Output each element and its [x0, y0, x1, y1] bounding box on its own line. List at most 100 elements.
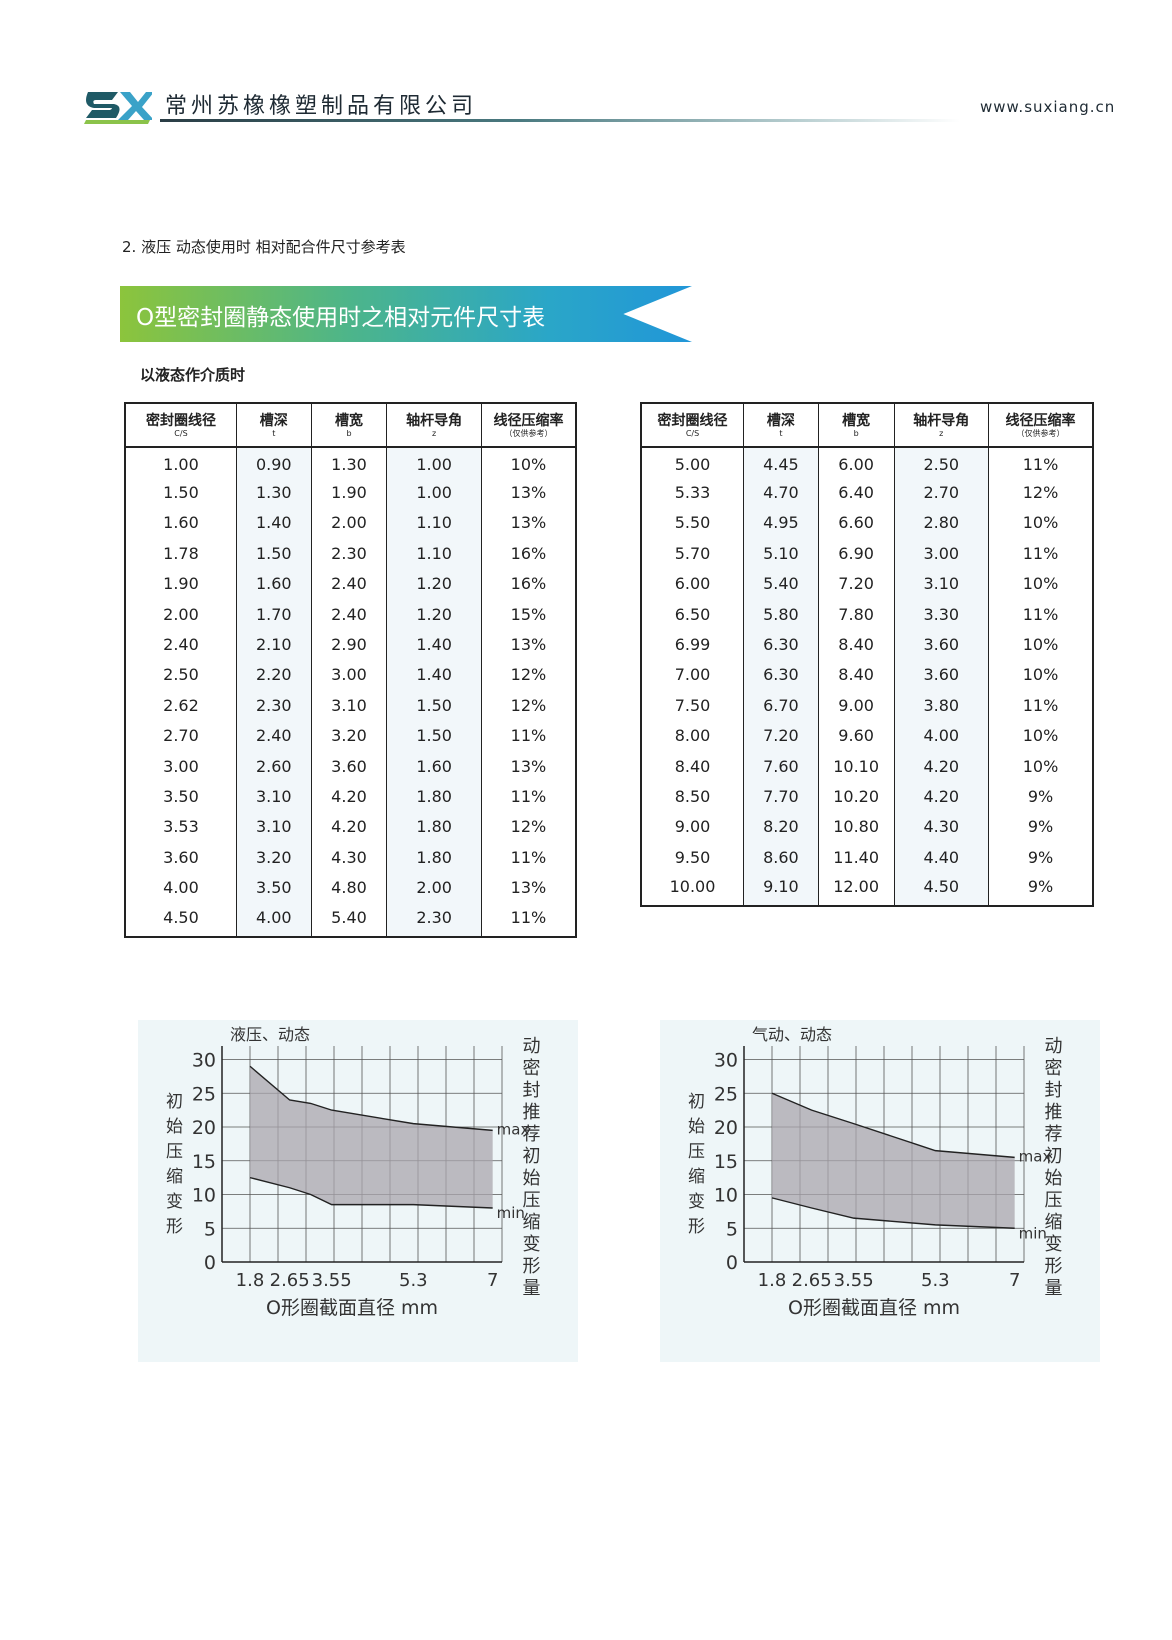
table-cell: 7.70	[743, 781, 819, 812]
y-tick-label: 25	[192, 1083, 216, 1105]
table-cell: 7.00	[640, 659, 745, 691]
website-url[interactable]: www.suxiang.cn	[980, 98, 1116, 116]
y-tick-label: 20	[192, 1117, 216, 1139]
table-cell: 10%	[988, 659, 1094, 691]
y-axis-label: 初始压缩变形	[162, 1092, 183, 1242]
table-cell: 3.50	[124, 781, 237, 812]
x-tick-label: 5.3	[399, 1270, 428, 1291]
table-cell: 10%	[988, 750, 1094, 782]
table-cell: 2.00	[386, 872, 482, 903]
x-tick-label: 7	[487, 1270, 498, 1291]
table-cell: 0.90	[235, 447, 312, 478]
column-header-label: 槽宽	[842, 413, 871, 429]
y-tick-label: 0	[726, 1252, 738, 1274]
column-header: 槽深 t	[743, 402, 819, 448]
table-cell: 9%	[988, 811, 1094, 843]
column-header: 槽宽 b	[817, 402, 895, 448]
min-series-line	[249, 1176, 493, 1209]
table-cell: 2.00	[310, 507, 388, 539]
table-cell: 1.40	[386, 629, 482, 660]
column-header-label: 密封圈线径	[657, 413, 728, 429]
y-tick-label: 15	[714, 1151, 738, 1173]
table-row: 2.00 1.70 2.40 1.20 15%	[124, 598, 577, 630]
y-axis-label: 初始压缩变形	[684, 1092, 705, 1242]
table-cell: 5.00	[640, 447, 745, 478]
table-cell: 9.50	[640, 842, 745, 873]
table-cell: 11%	[988, 538, 1094, 569]
size-table-right: 密封圈线径 C/S 槽深 t 槽宽 b 轴杆导角 z 线径压缩率 （仅供参考） 5.00 4.45 6…	[640, 402, 1094, 908]
banner-title: O型密封圈静态使用时之相对元件尺寸表	[136, 305, 546, 331]
table-cell: 1.60	[124, 507, 237, 539]
table-row: 9.50 8.60 11.40 4.40 9%	[640, 842, 1094, 873]
table-row: 5.00 4.45 6.00 2.50 11%	[640, 447, 1094, 478]
table-cell: 4.50	[124, 902, 237, 937]
table-cell: 2.40	[124, 629, 237, 660]
table-cell: 6.70	[743, 690, 819, 721]
table-cell: 13%	[480, 872, 577, 903]
table-cell: 6.30	[743, 659, 819, 691]
table-cell: 3.60	[893, 629, 990, 660]
table-cell: 1.90	[310, 477, 388, 508]
table-cell: 11%	[480, 842, 577, 873]
table-cell: 10%	[988, 720, 1094, 751]
table-cell: 8.00	[640, 720, 745, 751]
table-row: 9.00 8.20 10.80 4.30 9%	[640, 811, 1094, 843]
table-cell: 9.10	[743, 872, 819, 907]
table-cell: 9%	[988, 781, 1094, 812]
x-axis-label: O形圈截面直径 mm	[788, 1297, 960, 1319]
chart-pneumatic-dynamic: max min 0 5 10 15 20 25 30 1.8 2.65 3.55 5.3 7 气动、动态 O形…	[660, 1020, 1100, 1362]
table-cell: 2.40	[310, 568, 388, 599]
column-header: 线径压缩率 （仅供参考）	[988, 402, 1094, 448]
table-row: 4.00 3.50 4.80 2.00 13%	[124, 872, 577, 903]
column-header-label: 线径压缩率	[1005, 413, 1076, 429]
table-cell: 5.70	[640, 538, 745, 569]
table-cell: 6.00	[640, 568, 745, 599]
table-cell: 11%	[480, 781, 577, 812]
table-cell: 1.50	[386, 720, 482, 751]
x-tick-label: 3.55	[312, 1270, 352, 1291]
table-cell: 7.20	[743, 720, 819, 751]
table-cell: 1.10	[386, 507, 482, 539]
table-cell: 5.40	[743, 568, 819, 599]
column-header: 线径压缩率 （仅供参考）	[480, 402, 577, 448]
table-cell: 4.20	[310, 781, 388, 812]
y-tick-label: 0	[204, 1252, 216, 1274]
min-series-line	[771, 1197, 1015, 1229]
table-cell: 5.80	[743, 598, 819, 630]
table-cell: 11%	[480, 902, 577, 937]
column-header: 槽宽 b	[310, 402, 388, 448]
chart-hydraulic-dynamic: max min 0 5 10 15 20 25 30 1.8 2.65 3.55 5.3 7 液压、动态 O形…	[138, 1020, 578, 1362]
table-cell: 4.00	[893, 720, 990, 751]
medium-label: 以液态作介质时	[140, 366, 246, 384]
table-row: 6.00 5.40 7.20 3.10 10%	[640, 568, 1094, 599]
table-cell: 1.10	[386, 538, 482, 569]
table-cell: 2.30	[386, 902, 482, 937]
table-cell: 1.20	[386, 598, 482, 630]
table-cell: 8.40	[817, 629, 895, 660]
table-cell: 6.40	[817, 477, 895, 508]
table-cell: 1.30	[235, 477, 312, 508]
min-label: min	[1019, 1224, 1047, 1242]
table-cell: 8.60	[743, 842, 819, 873]
column-header: 槽深 t	[235, 402, 312, 448]
table-cell: 1.00	[386, 447, 482, 478]
table-cell: 11%	[988, 598, 1094, 630]
table-cell: 2.30	[235, 690, 312, 721]
table-cell: 6.90	[817, 538, 895, 569]
banner-background	[120, 286, 692, 342]
table-row: 6.50 5.80 7.80 3.30 11%	[640, 598, 1094, 630]
table-cell: 6.60	[817, 507, 895, 539]
x-tick-label: 2.65	[270, 1270, 310, 1291]
y-tick-label: 10	[192, 1185, 216, 1207]
table-cell: 10%	[480, 447, 577, 478]
table-row: 5.33 4.70 6.40 2.70 12%	[640, 477, 1094, 508]
table-cell: 11%	[988, 690, 1094, 721]
table-cell: 4.70	[743, 477, 819, 508]
column-header-symbol: z	[432, 429, 437, 438]
table-cell: 7.20	[817, 568, 895, 599]
table-row: 2.62 2.30 3.10 1.50 12%	[124, 690, 577, 721]
column-header-symbol: （仅供参考）	[504, 429, 553, 438]
table-cell: 3.00	[893, 538, 990, 569]
right-axis-label: 动密封推荐初始压缩变形量	[520, 1036, 541, 1300]
table-row: 2.40 2.10 2.90 1.40 13%	[124, 629, 577, 660]
